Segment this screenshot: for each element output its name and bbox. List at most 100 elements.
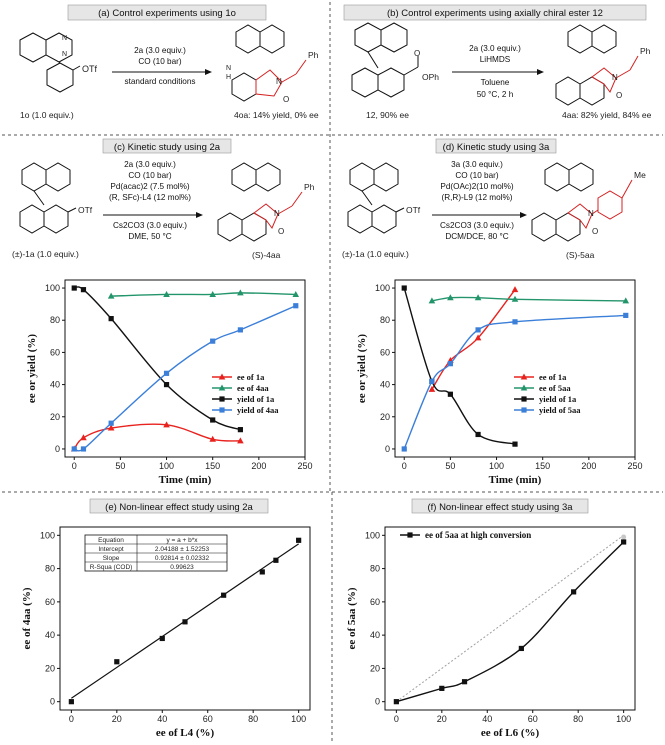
data-point — [474, 334, 482, 341]
data-point — [461, 679, 468, 685]
product-4aa-structure — [217, 162, 303, 242]
data-point — [511, 286, 519, 293]
panel-d: (d) Kinetic study using 3a OTf (±)-1a (1… — [342, 138, 646, 260]
x-tick-label: 80 — [248, 714, 258, 724]
reagent-line1: 3a (3.0 equiv.) — [451, 160, 503, 169]
y-axis-label: ee of 5aa (%) — [346, 587, 358, 649]
series-line — [431, 289, 516, 390]
data-point — [428, 385, 436, 392]
y-tick-label: 0 — [375, 697, 380, 707]
reagent-line2: CO (10 bar) — [455, 171, 498, 180]
product-label: 4oa: 14% yield, 0% ee — [234, 110, 319, 120]
fit-table-cell: 2.04188 ± 1.52253 — [155, 546, 210, 553]
y-axis-label: ee or yield (%) — [26, 334, 38, 403]
y-tick-label: 40 — [370, 630, 380, 640]
x-tick-label: 20 — [112, 714, 122, 724]
substrate-group: OTf — [78, 205, 93, 215]
y-tick-label: 40 — [45, 630, 55, 640]
product-4aa-structure — [555, 24, 639, 106]
data-point — [512, 441, 518, 447]
legend-marker — [521, 407, 527, 413]
product-group: Ph — [308, 50, 319, 60]
legend-marker — [219, 407, 225, 413]
product-5aa-structure — [531, 162, 633, 242]
data-point — [182, 619, 188, 625]
data-point — [296, 537, 302, 543]
heteroatom-n: N — [612, 73, 618, 82]
data-point — [80, 434, 87, 441]
x-tick-label: 100 — [291, 714, 306, 724]
substrate-label: 1o (1.0 equiv.) — [20, 110, 74, 120]
data-point — [447, 391, 453, 397]
plot-frame — [59, 526, 311, 711]
substrate-12-structure — [351, 22, 419, 98]
x-tick-label: 0 — [394, 714, 399, 724]
data-point — [447, 294, 454, 301]
data-point — [108, 420, 114, 426]
y-tick-label: 20 — [50, 412, 60, 422]
series-line — [396, 541, 625, 703]
x-tick-label: 50 — [445, 461, 455, 471]
substrate-label: 12, 90% ee — [366, 110, 409, 120]
product-label: 4aa: 82% yield, 84% ee — [562, 110, 652, 120]
data-point — [80, 446, 87, 452]
reagent-line2: LiHMDS — [480, 55, 511, 64]
data-point — [107, 292, 115, 299]
panel-a-title: (a) Control experiments using 1o — [98, 8, 236, 19]
substrate-group: OTf — [406, 205, 421, 215]
h-label: H — [226, 74, 231, 81]
x-tick-label: 100 — [159, 461, 174, 471]
data-point — [273, 557, 279, 563]
product-4oa-structure — [231, 24, 307, 102]
data-point — [108, 316, 114, 322]
arrowhead — [537, 69, 544, 75]
data-point — [221, 592, 227, 598]
fit-table-cell: 0.99623 — [170, 564, 194, 571]
x-tick-label: 250 — [627, 461, 642, 471]
data-point — [68, 699, 74, 705]
y-tick-label: 100 — [375, 283, 390, 293]
data-point — [210, 417, 216, 423]
heteroatom-o: O — [278, 227, 284, 236]
data-point — [237, 289, 244, 296]
heteroatom-o: O — [283, 95, 289, 104]
y-tick-label: 60 — [380, 347, 390, 357]
x-tick-label: 150 — [205, 461, 220, 471]
y-axis-label: ee or yield (%) — [356, 334, 368, 403]
substrate-1a-structure — [19, 162, 77, 234]
x-tick-label: 200 — [581, 461, 596, 471]
series-line — [431, 296, 626, 302]
data-point — [114, 659, 120, 665]
data-point — [622, 297, 630, 304]
y-tick-label: 60 — [45, 597, 55, 607]
reagent-line3: Pd(OAc)2(10 mol%) — [440, 182, 514, 191]
legend-label: ee of 5aa — [539, 383, 571, 393]
legend-marker — [218, 384, 226, 391]
plot-frame — [394, 279, 636, 458]
legend-marker — [521, 396, 527, 402]
product-label: (S)-4aa — [252, 250, 281, 260]
reagent-line1: 2a (3.0 equiv.) — [124, 160, 176, 169]
data-point — [163, 370, 170, 376]
data-point — [107, 424, 115, 431]
reagent-line6: DME, 50 °C — [128, 232, 171, 241]
legend-label: yield of 1a — [237, 394, 275, 404]
reagent-line3: Pd(acac)2 (7.5 mol%) — [110, 182, 189, 191]
x-tick-label: 150 — [535, 461, 550, 471]
y-tick-label: 60 — [370, 597, 380, 607]
legend-marker — [407, 532, 413, 538]
legend-marker — [219, 396, 225, 402]
arrowhead — [205, 69, 212, 75]
panel-c: (c) Kinetic study using 2a OTf (±)-1a (1… — [12, 138, 315, 260]
x-axis-label: Time (min) — [159, 474, 212, 486]
reagent-line1: 2a (3.0 equiv.) — [469, 44, 521, 53]
data-point — [393, 699, 399, 705]
data-point — [210, 338, 216, 344]
data-point — [621, 539, 627, 545]
data-point — [623, 312, 629, 318]
legend-marker — [520, 373, 528, 380]
substrate-label: (±)-1a (1.0 equiv.) — [12, 249, 79, 259]
data-point — [259, 569, 265, 575]
